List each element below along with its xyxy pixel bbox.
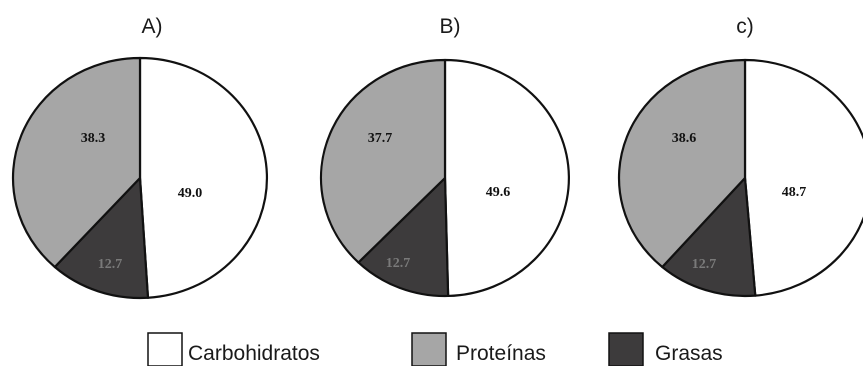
- legend: Carbohidratos Proteínas Grasas: [147, 332, 723, 366]
- slice-label-proteinas: 38.6: [672, 131, 697, 146]
- pie-chart-1: 49.0 12.7 38.3 A): [11, 15, 268, 300]
- legend-swatch-grasas: [608, 332, 644, 366]
- pie-chart-2: 49.6 12.7 37.7 B): [319, 15, 570, 298]
- legend-label-carbohidratos: Carbohidratos: [188, 342, 320, 365]
- pie-slice-carbohidratos: [443, 58, 570, 298]
- slice-label-grasas: 12.7: [692, 257, 717, 272]
- legend-swatch-proteinas: [411, 332, 447, 366]
- pie-title: A): [142, 15, 163, 38]
- pie-slice-grasas: [53, 176, 150, 300]
- pie-slice-proteinas: [11, 56, 142, 269]
- legend-label-grasas: Grasas: [655, 342, 723, 365]
- slice-label-grasas: 12.7: [386, 256, 411, 271]
- pie-chart-3: 48.7 12.7 38.6 c): [617, 15, 863, 298]
- legend-label-proteinas: Proteínas: [456, 342, 546, 365]
- slice-label-proteinas: 38.3: [81, 131, 106, 146]
- pie-slice-carbohidratos: [138, 56, 268, 299]
- pie-slice-grasas: [357, 176, 450, 298]
- legend-swatch-carbohidratos: [147, 332, 183, 366]
- slice-label-carbohidratos: 49.0: [178, 186, 203, 201]
- pie-title: B): [440, 15, 461, 38]
- pie-slice-carbohidratos: [743, 58, 863, 297]
- pie-slice-proteinas: [319, 58, 447, 264]
- pie-charts: 49.0 12.7 38.3 A) 49.6 12.7 37.7 B) 48.7 12.7 38.6…: [11, 15, 863, 300]
- pie-title: c): [736, 15, 754, 38]
- slice-label-proteinas: 37.7: [368, 131, 393, 146]
- slice-label-carbohidratos: 48.7: [782, 185, 807, 200]
- pie-slice-proteinas: [617, 58, 747, 269]
- pie-slice-grasas: [661, 176, 757, 298]
- slice-label-grasas: 12.7: [98, 257, 123, 272]
- slice-label-carbohidratos: 49.6: [486, 185, 511, 200]
